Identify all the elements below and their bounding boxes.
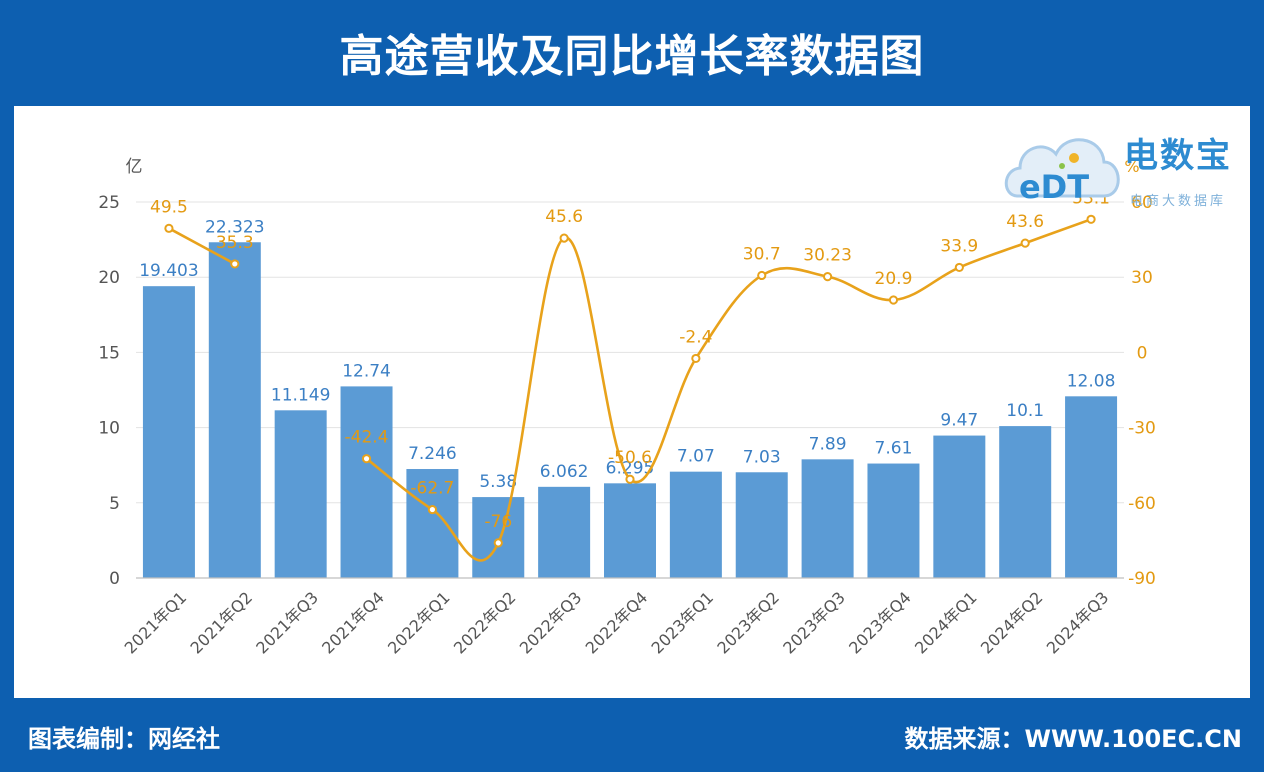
logo-name: 电数宝: [1124, 136, 1232, 176]
x-tick-label: 2022年Q1: [384, 588, 454, 658]
growth-rate-point: [427, 504, 437, 515]
growth-rate-point: [625, 474, 635, 484]
bar-value-label: 19.403: [139, 261, 198, 281]
y-right-unit: %: [1124, 157, 1139, 176]
bar: [867, 463, 920, 578]
growth-rate-point: [361, 454, 372, 464]
x-tick-label: 2021年Q4: [318, 588, 388, 658]
bar: [801, 459, 854, 578]
cloud-logo-icon: eDT: [1004, 138, 1120, 206]
x-tick-label: 2023年Q4: [845, 588, 915, 658]
bar: [406, 469, 459, 578]
page-title: 高途营收及同比增长率数据图: [339, 31, 925, 82]
growth-rate-label: 35.3: [216, 233, 254, 253]
bar: [999, 426, 1052, 578]
x-tick-label: 2023年Q2: [713, 588, 783, 658]
bar: [1065, 396, 1118, 578]
growth-rate-line: [365, 218, 1092, 562]
y-right-tick-label: -90: [1128, 569, 1156, 589]
x-tick-label: 2021年Q2: [186, 588, 256, 658]
growth-rate-point: [1086, 214, 1096, 224]
x-tick-label: 2024年Q3: [1043, 588, 1113, 658]
y-left-unit: 亿: [126, 157, 143, 177]
x-tick-label: 2021年Q1: [121, 588, 191, 658]
bar-value-label: 9.47: [940, 411, 978, 431]
bar-value-label: 12.08: [1067, 371, 1116, 391]
growth-rate-label: 45.6: [545, 207, 583, 227]
growth-rate-point: [823, 272, 833, 282]
growth-rate-point: [954, 262, 964, 273]
growth-rate-point: [164, 223, 174, 233]
logo: eDT 电数宝 电商大数据库: [1000, 118, 1260, 218]
bar: [933, 435, 986, 578]
growth-rate-point: [493, 538, 503, 548]
growth-rate-line: [168, 227, 236, 266]
growth-rate-label: 43.6: [1006, 212, 1044, 232]
x-tick-label: 2022年Q3: [516, 588, 586, 658]
x-tick-label: 2024年Q2: [977, 588, 1047, 658]
bar-value-label: 11.149: [271, 385, 330, 405]
bar: [669, 471, 722, 578]
growth-rate-label: -62.7: [410, 479, 454, 499]
y-right-tick-label: 30: [1131, 268, 1153, 288]
footer-source: 数据来源：WWW.100EC.CN: [904, 725, 1243, 753]
y-left-tick-label: 15: [98, 343, 120, 363]
x-tick-label: 2021年Q3: [252, 588, 322, 658]
growth-rate-label: -50.6: [608, 448, 652, 468]
growth-rate-label: 30.23: [803, 246, 852, 266]
growth-rate-label: 30.7: [743, 244, 781, 264]
bar: [472, 497, 525, 578]
y-left-tick-label: 5: [109, 494, 120, 514]
growth-rate-label: 49.5: [150, 197, 188, 217]
bar-value-label: 7.61: [875, 439, 913, 459]
y-right-tick-label: 0: [1137, 343, 1148, 363]
logo-subtitle: 电商大数据库: [1130, 194, 1227, 209]
bar: [340, 386, 393, 578]
bar-value-label: 7.89: [809, 434, 847, 454]
footer-credit: 图表编制：网经社: [28, 725, 220, 753]
bar-value-label: 5.38: [479, 472, 517, 492]
growth-rate-label: -76: [484, 512, 512, 532]
y-left-tick-label: 10: [98, 419, 120, 439]
chart-panel: 19.403 22.323 11.149 12.74 7.246 5.38 6.062 6.2…: [14, 106, 1250, 698]
x-tick-label: 2023年Q1: [648, 588, 718, 658]
y-right-tick-label: -60: [1128, 494, 1156, 514]
bar: [208, 242, 261, 578]
bar: [538, 486, 591, 578]
x-tick-label: 2023年Q3: [779, 588, 849, 658]
growth-rate-point: [559, 233, 569, 243]
y-right-tick-label: -30: [1128, 419, 1156, 439]
growth-rate-point: [691, 353, 701, 364]
bar-value-label: 7.246: [408, 444, 457, 464]
growth-rate-point: [757, 270, 767, 281]
bar-value-label: 6.295: [606, 458, 655, 478]
bar-value-label: 6.062: [540, 462, 589, 482]
growth-rate-label: -2.4: [679, 327, 712, 347]
y-left-tick-label: 20: [98, 268, 120, 288]
x-tick-label: 2022年Q4: [582, 588, 652, 658]
growth-rate-point: [888, 295, 899, 305]
revenue-growth-chart: 19.403 22.323 11.149 12.74 7.246 5.38 6.062 6.2…: [98, 157, 1156, 658]
x-tick-label: 2022年Q2: [450, 588, 520, 658]
bar: [735, 472, 788, 578]
growth-rate-label: 33.9: [940, 236, 978, 256]
y-left-tick-label: 0: [109, 569, 120, 589]
bar-value-label: 22.323: [205, 217, 264, 237]
bar-value-label: 10.1: [1006, 401, 1044, 421]
bar-value-label: 7.07: [677, 447, 715, 467]
bar-value-label: 7.03: [743, 447, 781, 467]
growth-rate-label: -42.4: [345, 428, 389, 448]
growth-rate-point: [1020, 238, 1030, 248]
y-right-tick-label: 60: [1131, 193, 1153, 213]
bar: [604, 483, 656, 578]
logo-mark: eDT: [1019, 168, 1089, 206]
growth-rate-point: [230, 259, 240, 269]
bar-value-label: 12.74: [342, 361, 391, 381]
y-left-tick-label: 25: [98, 193, 120, 213]
bar: [142, 286, 195, 578]
x-tick-label: 2024年Q1: [911, 588, 981, 658]
bar: [274, 410, 327, 578]
growth-rate-label: 20.9: [875, 269, 913, 289]
